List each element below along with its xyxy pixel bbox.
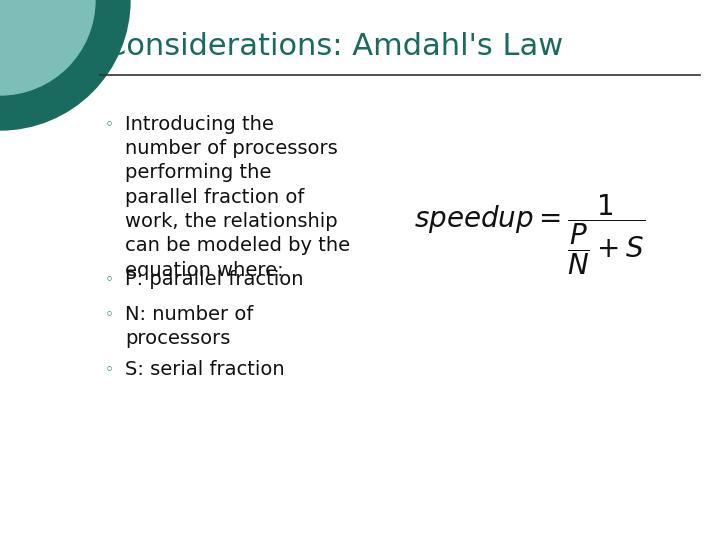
Text: $\mathit{speedup} = \dfrac{1}{\dfrac{P}{N}+S}$: $\mathit{speedup} = \dfrac{1}{\dfrac{P}{… bbox=[415, 193, 646, 277]
Text: ◦: ◦ bbox=[105, 117, 114, 132]
Text: ◦: ◦ bbox=[105, 307, 114, 322]
Circle shape bbox=[0, 0, 130, 130]
Text: S: serial fraction: S: serial fraction bbox=[125, 360, 284, 379]
Circle shape bbox=[0, 0, 95, 95]
Text: N: number of
processors: N: number of processors bbox=[125, 305, 253, 348]
Text: Considerations: Amdahl's Law: Considerations: Amdahl's Law bbox=[105, 32, 563, 61]
Text: Introducing the
number of processors
performing the
parallel fraction of
work, t: Introducing the number of processors per… bbox=[125, 115, 350, 280]
Text: P: parallel fraction: P: parallel fraction bbox=[125, 270, 304, 289]
Text: ◦: ◦ bbox=[105, 362, 114, 377]
Text: ◦: ◦ bbox=[105, 272, 114, 287]
